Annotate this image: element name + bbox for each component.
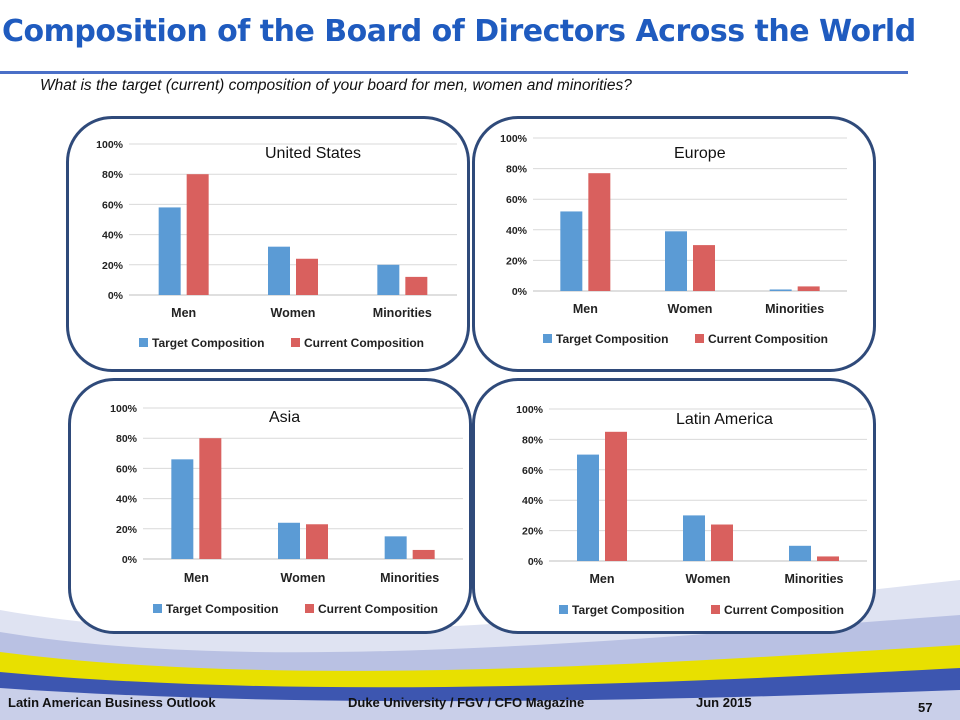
footer-publication: Latin American Business Outlook (8, 695, 216, 710)
legend-label-target: Target Composition (572, 603, 684, 617)
y-tick-label: 80% (506, 164, 528, 176)
y-tick-label: 40% (522, 495, 544, 507)
bar-target-men (560, 211, 583, 291)
x-tick-label: Men (573, 302, 598, 316)
y-tick-label: 40% (506, 225, 528, 237)
legend-swatch-target (153, 604, 162, 613)
y-tick-label: 100% (516, 404, 544, 416)
bar-current-women (296, 258, 318, 295)
bar-current-men (186, 174, 209, 295)
bar-target-women (665, 231, 687, 291)
chart-latin-america: 0% 20% 40% 60% 80% 100% Men Women Minorities Targ… (516, 404, 867, 617)
y-tick-label: 20% (506, 255, 528, 267)
bar-current-minorities (412, 549, 435, 559)
y-tick-label: 20% (522, 526, 544, 538)
region-label-europe: Europe (674, 145, 726, 162)
y-tick-label: 100% (96, 139, 124, 151)
y-tick-label: 60% (116, 463, 138, 475)
x-tick-label: Women (686, 572, 731, 586)
bar-target-women (268, 246, 290, 295)
y-tick-label: 0% (108, 290, 124, 302)
bar-current-men (605, 431, 627, 561)
legend-label-current: Current Composition (724, 603, 844, 617)
legend-swatch-current (711, 605, 720, 614)
x-tick-label: Minorities (765, 302, 824, 316)
bar-target-women (683, 515, 705, 561)
x-tick-label: Women (271, 306, 316, 320)
x-tick-label: Women (668, 302, 713, 316)
bar-target-minorities (769, 289, 792, 291)
x-tick-label: Men (590, 572, 615, 586)
x-tick-label: Men (171, 306, 196, 320)
legend-label-current: Current Composition (708, 332, 828, 346)
region-label-latin-america: Latin America (676, 411, 773, 428)
y-tick-label: 100% (500, 133, 528, 145)
x-tick-label: Minorities (373, 306, 432, 320)
bar-current-men (588, 173, 611, 291)
chart-europe: 0% 20% 40% 60% 80% 100% Men Women Minorities Targ… (500, 133, 847, 346)
region-label-united-states: United States (265, 145, 362, 162)
x-tick-label: Minorities (380, 571, 439, 585)
legend-label-target: Target Composition (166, 602, 278, 616)
bar-target-men (171, 459, 194, 559)
page-number: 57 (918, 700, 933, 715)
footer-source: Duke University / FGV / CFO Magazine (348, 695, 585, 710)
y-tick-label: 0% (528, 556, 544, 568)
legend-swatch-target (559, 605, 568, 614)
legend-label-target: Target Composition (556, 332, 668, 346)
bar-target-minorities (377, 264, 400, 295)
bar-target-men (158, 207, 181, 295)
bar-target-minorities (789, 545, 811, 561)
slide-title: Composition of the Board of Directors Ac… (2, 14, 916, 49)
y-tick-label: 60% (506, 194, 528, 206)
footer-date: Jun 2015 (696, 695, 752, 710)
y-tick-label: 60% (102, 199, 124, 211)
legend-swatch-current (695, 334, 704, 343)
bar-current-women (693, 245, 715, 291)
bar-current-women (711, 524, 733, 561)
title-underline (0, 71, 908, 74)
bar-target-men (577, 454, 599, 561)
chart-united-states: 0% 20% 40% 60% 80% 100% Men Women Minorities Targ… (96, 139, 457, 350)
chart-panel-united-states: 0% 20% 40% 60% 80% 100% Men Women Minorities Targ… (66, 116, 470, 372)
x-tick-label: Minorities (784, 572, 843, 586)
region-label-asia: Asia (269, 409, 301, 426)
y-tick-label: 40% (116, 494, 138, 506)
legend-swatch-current (305, 604, 314, 613)
y-tick-label: 80% (116, 433, 138, 445)
x-tick-label: Men (184, 571, 209, 585)
y-tick-label: 60% (522, 465, 544, 477)
legend-swatch-current (291, 338, 300, 347)
y-tick-label: 80% (522, 434, 544, 446)
y-tick-label: 40% (102, 230, 124, 242)
bar-current-minorities (797, 286, 820, 291)
bar-current-men (199, 438, 222, 559)
y-tick-label: 0% (512, 286, 528, 298)
chart-panel-latin-america: 0% 20% 40% 60% 80% 100% Men Women Minorities Targ… (472, 378, 876, 634)
bar-target-women (278, 522, 300, 559)
y-tick-label: 20% (116, 524, 138, 536)
chart-asia: 0% 20% 40% 60% 80% 100% Men Women Minorities Targ… (110, 403, 463, 616)
slide-subtitle: What is the target (current) composition… (40, 77, 632, 94)
legend-label-current: Current Composition (304, 336, 424, 350)
y-tick-label: 100% (110, 403, 138, 415)
y-tick-label: 0% (122, 554, 138, 566)
legend-label-target: Target Composition (152, 336, 264, 350)
chart-panel-asia: 0% 20% 40% 60% 80% 100% Men Women Minorities Targ… (68, 378, 472, 634)
chart-panel-europe: 0% 20% 40% 60% 80% 100% Men Women Minorities Targ… (472, 116, 876, 372)
bar-target-minorities (384, 536, 407, 559)
y-tick-label: 20% (102, 260, 124, 272)
bar-current-women (306, 524, 328, 559)
x-tick-label: Women (281, 571, 326, 585)
legend-swatch-target (139, 338, 148, 347)
legend-swatch-target (543, 334, 552, 343)
bar-current-minorities (405, 276, 428, 295)
bar-current-minorities (817, 556, 839, 561)
legend-label-current: Current Composition (318, 602, 438, 616)
y-tick-label: 80% (102, 169, 124, 181)
